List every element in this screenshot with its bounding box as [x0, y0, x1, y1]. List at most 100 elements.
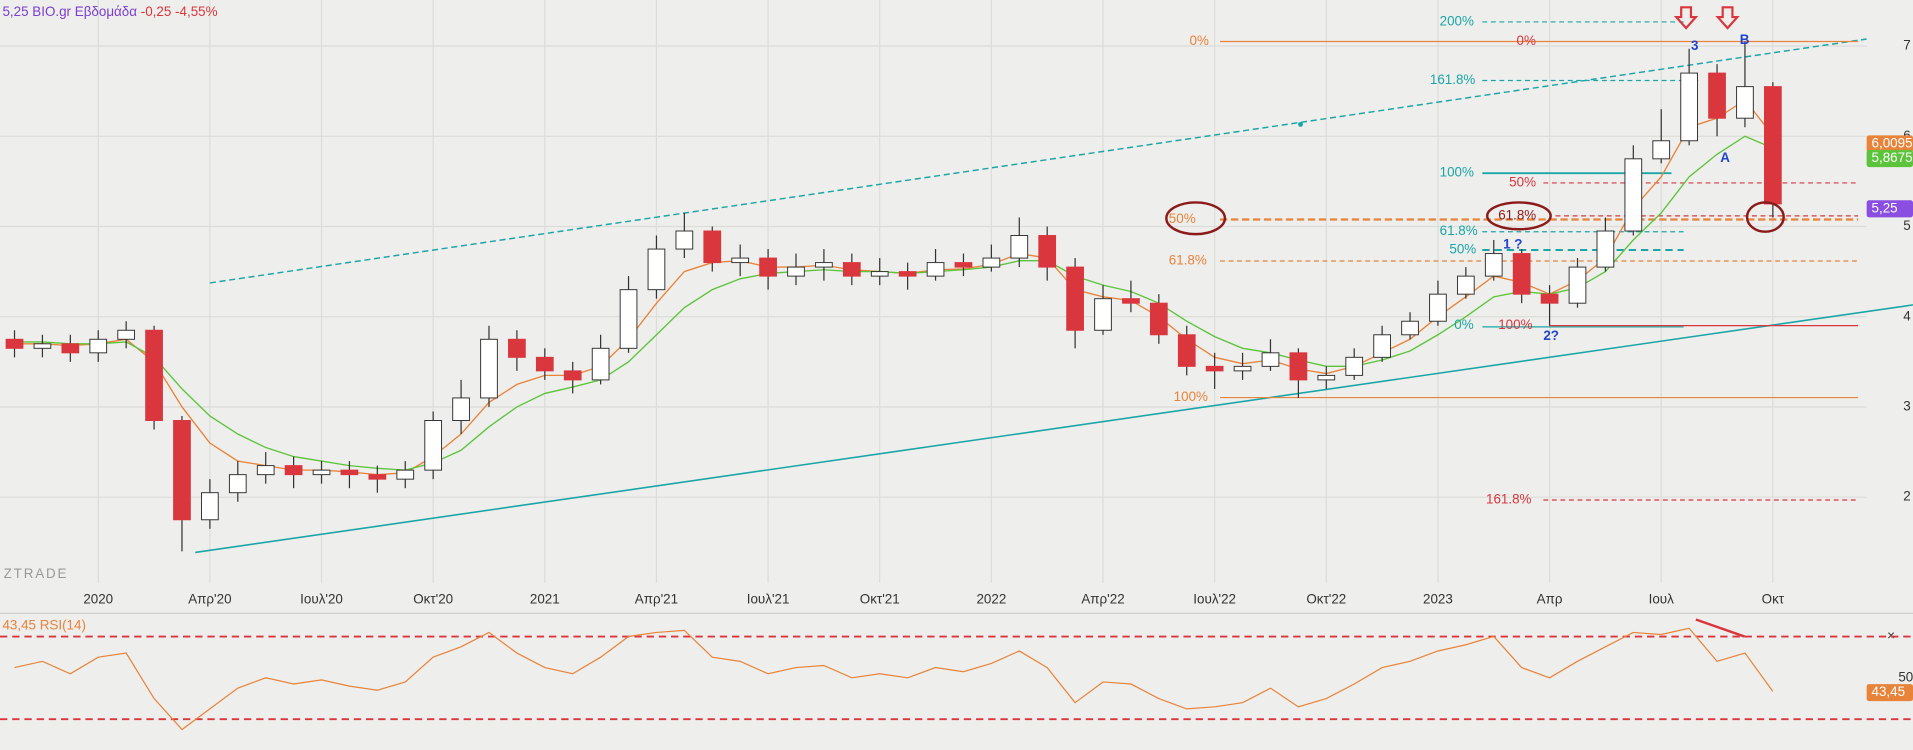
candle-body: [173, 420, 191, 521]
candle-body: [647, 248, 666, 291]
candle-body: [1177, 334, 1196, 367]
price-marks: [5, 41, 1782, 552]
header-change: -0,25 -4,55%: [141, 4, 218, 19]
annotation: 161.8%: [1430, 72, 1476, 87]
candle-body: [117, 329, 136, 340]
arrow: [1673, 6, 1699, 30]
candle-body: [563, 370, 582, 381]
x-tick-label: Ιουλ'21: [747, 592, 790, 607]
candle-body: [842, 262, 861, 277]
candle-body: [1512, 253, 1531, 295]
channel-lower: [195, 304, 1913, 554]
candle-body: [898, 271, 917, 277]
rsi-header: 43,45 RSI(14): [2, 617, 86, 632]
x-tick-label: Απρ: [1537, 592, 1563, 607]
candle-body: [145, 329, 163, 421]
axis-tag: 6,0095: [1872, 135, 1913, 150]
candle-body: [1736, 86, 1754, 119]
rsi-last: 43,45: [2, 617, 36, 632]
y-tick-label: 6: [1903, 128, 1910, 143]
x-tick-label: 2020: [83, 592, 113, 607]
arrow: [1715, 6, 1740, 30]
candle-body: [675, 230, 694, 250]
candle-body: [926, 262, 945, 277]
candle-body: [424, 420, 443, 471]
highlight: [1485, 201, 1552, 231]
annotation: 200%: [1440, 13, 1474, 28]
annotation: 3: [1691, 38, 1698, 53]
candle-body: [508, 338, 526, 358]
x-tick-label: Ιουλ'20: [300, 592, 343, 607]
candle-body: [89, 338, 108, 354]
candle-body: [33, 343, 52, 349]
candle-body: [535, 356, 554, 372]
candle-body: [591, 347, 610, 381]
annotation: 100%: [1498, 317, 1532, 332]
candle-body: [368, 474, 387, 480]
y-tick-label: 5: [1903, 218, 1910, 233]
candle-body: [1652, 140, 1671, 160]
candle-body: [703, 230, 722, 264]
candle-body: [1429, 293, 1447, 322]
candle-body: [619, 289, 638, 349]
fib-orange: [1220, 40, 1859, 399]
annotation: 50%: [1169, 211, 1196, 226]
candle-body: [1596, 230, 1615, 268]
candle-body: [480, 338, 498, 399]
candle-body: [1149, 302, 1168, 336]
x-tick-label: Οκτ'21: [860, 592, 900, 607]
candle-body: [1401, 320, 1419, 336]
candle-body: [1122, 298, 1140, 304]
candle-body: [815, 262, 833, 268]
annotation: 61.8%: [1440, 223, 1478, 238]
candle-body: [982, 257, 1001, 268]
candle-body: [1624, 158, 1643, 232]
candle-body: [256, 465, 275, 476]
x-tick-label: Ιουλ'22: [1193, 592, 1236, 607]
annotation: 2?: [1543, 328, 1559, 343]
annotation: 1 ?: [1503, 237, 1522, 252]
candle-body: [1317, 374, 1336, 381]
candle-body: [1763, 86, 1782, 205]
candle-body: [731, 257, 750, 264]
candle-body: [1289, 352, 1308, 381]
x-tick-label: 2021: [530, 592, 560, 607]
y-tick-label: 2: [1903, 489, 1910, 504]
header: 5,25 BIO.gr Εβδομάδα -0,25 -4,55%: [2, 4, 217, 19]
candle-body: [787, 266, 805, 277]
annotation: ZTRADE: [4, 566, 69, 581]
candle-body: [1708, 72, 1726, 119]
annotation: A: [1720, 150, 1730, 165]
x-tick-label: Απρ'22: [1081, 592, 1124, 607]
candle-body: [340, 469, 359, 476]
candle-body: [1010, 235, 1029, 259]
header-symbol: BIO.gr Εβδομάδα: [32, 4, 137, 19]
candle-body: [1373, 334, 1391, 358]
annotation: 50%: [1449, 242, 1476, 257]
axis-tag: 43,45: [1872, 684, 1906, 699]
x-tick-label: Απρ'20: [188, 592, 231, 607]
candle-body: [759, 257, 777, 277]
candle-body: [1568, 266, 1587, 304]
axis-tag-bg: [1866, 200, 1913, 218]
candle-body: [5, 338, 24, 349]
candle-body: [452, 397, 470, 421]
candle-body: [396, 469, 415, 480]
candle-body: [1066, 266, 1084, 331]
rsi-trendline: [1695, 618, 1746, 638]
axis-tag: 5,25: [1872, 200, 1898, 215]
annotation: 0%: [1454, 317, 1473, 332]
rsi-tick-label: 50: [1898, 669, 1913, 684]
y-tick-label: 3: [1903, 399, 1910, 414]
annotation: 50%: [1509, 174, 1536, 189]
annotation: 161.8%: [1486, 492, 1532, 507]
close-icon[interactable]: ×: [1887, 628, 1895, 643]
axis-tag-bg: [1866, 135, 1913, 153]
annotation: 0%: [1190, 33, 1209, 48]
highlight: [1745, 201, 1785, 233]
channel-upper: [209, 38, 1867, 284]
channel-point: [1298, 121, 1303, 127]
